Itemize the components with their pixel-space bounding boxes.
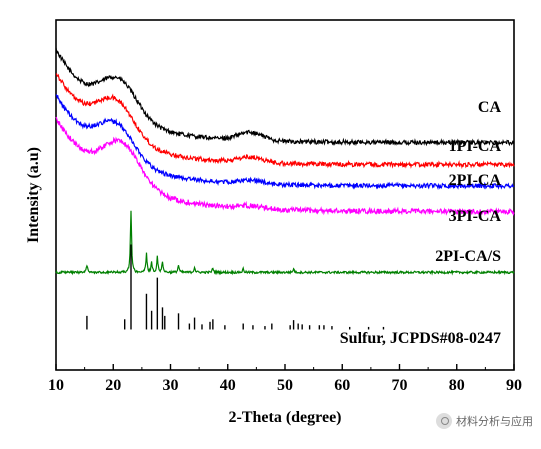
x-tick-label: 30 xyxy=(163,377,179,394)
series-label-3pi-ca: 3PI-CA xyxy=(449,208,502,225)
watermark: 材料分析与应用 xyxy=(436,413,533,429)
series-label-ca: CA xyxy=(478,99,502,116)
y-axis-label: Intensity (a.u) xyxy=(25,147,42,243)
plot-frame xyxy=(55,19,515,371)
series-line-1pi-ca xyxy=(55,73,515,170)
series-label-sulfur-jcpds-08-0247: Sulfur, JCPDS#08-0247 xyxy=(340,330,501,347)
series-line-2pi-ca-s xyxy=(55,210,515,276)
series-line-2pi-ca xyxy=(55,94,515,191)
x-tick-label: 80 xyxy=(449,377,465,394)
tick-layer: 10 20 30 40 50 60 70 80 90 xyxy=(48,364,522,394)
x-tick-label: 60 xyxy=(334,377,350,394)
series-label-2pi-ca: 2PI-CA xyxy=(449,172,502,189)
series-label-2pi-ca-s: 2PI-CA/S xyxy=(435,248,501,265)
x-tick-label: 50 xyxy=(277,377,293,394)
series-line-ca xyxy=(55,47,515,147)
series-label-layer: CA 1PI-CA 2PI-CA 3PI-CA 2PI-CA/S Sulfur, JCPD… xyxy=(340,99,502,347)
wechat-icon xyxy=(436,413,452,429)
series-label-1pi-ca: 1PI-CA xyxy=(449,138,502,155)
x-tick-label: 90 xyxy=(506,377,522,394)
watermark-text: 材料分析与应用 xyxy=(456,415,533,428)
x-tick-label: 40 xyxy=(220,377,236,394)
x-tick-label: 20 xyxy=(105,377,121,394)
x-tick-label: 70 xyxy=(392,377,408,394)
x-axis-label: 2-Theta (degree) xyxy=(229,409,342,426)
x-tick-label: 10 xyxy=(48,377,64,394)
series-layer xyxy=(55,47,515,330)
series-line-3pi-ca xyxy=(55,116,515,217)
